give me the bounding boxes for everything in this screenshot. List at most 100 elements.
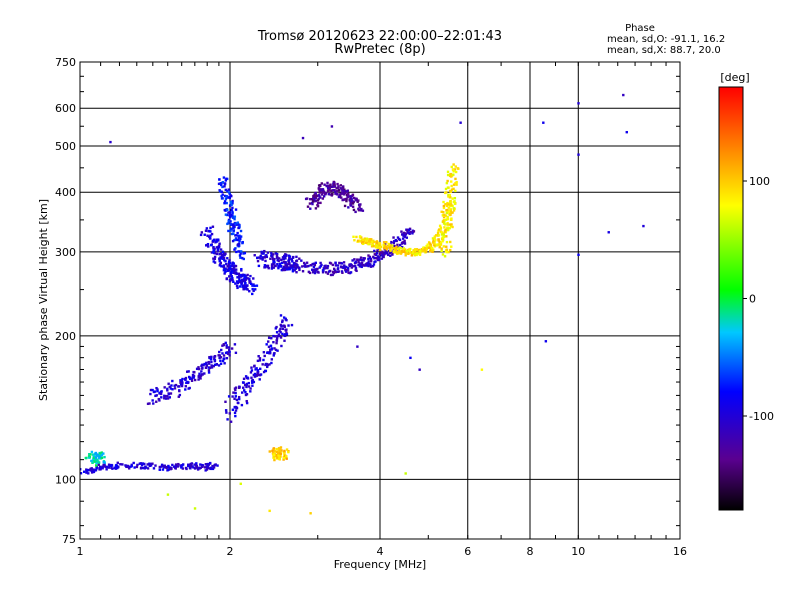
data-point: [205, 227, 209, 230]
data-point: [430, 246, 434, 250]
data-point: [289, 265, 292, 268]
data-point: [258, 373, 261, 377]
data-point: [259, 373, 263, 376]
data-point: [157, 397, 160, 401]
data-point: [398, 243, 402, 247]
data-point: [320, 193, 324, 196]
data-point: [231, 223, 234, 226]
data-point: [136, 463, 139, 467]
data-point: [207, 366, 210, 369]
data-point: [141, 462, 145, 465]
data-point: [234, 388, 237, 392]
data-point: [444, 187, 448, 191]
data-point: [188, 463, 191, 467]
data-point: [88, 456, 91, 459]
data-point: [270, 336, 273, 340]
data-point: [219, 356, 223, 359]
data-point: [269, 257, 272, 260]
data-point: [361, 242, 365, 246]
data-point: [263, 249, 266, 253]
data-point: [334, 192, 337, 195]
data-point: [193, 371, 196, 374]
y-tick-label: 200: [55, 330, 76, 343]
data-point: [273, 450, 277, 453]
data-point: [396, 247, 400, 251]
data-point: [234, 409, 238, 412]
data-point: [403, 233, 406, 237]
data-point: [275, 254, 279, 257]
data-point: [200, 370, 203, 373]
data-point: [262, 252, 265, 255]
data-point: [200, 367, 204, 370]
data-point: [163, 397, 166, 400]
data-point: [229, 215, 232, 219]
data-point: [360, 258, 363, 262]
data-point: [148, 402, 151, 405]
data-point: [325, 271, 328, 274]
data-point: [268, 350, 272, 354]
data-point: [222, 266, 226, 269]
data-point: [259, 257, 262, 260]
data-point: [293, 266, 296, 269]
data-point: [403, 239, 406, 243]
data-point: [450, 180, 453, 183]
data-point: [271, 255, 274, 259]
data-point: [323, 267, 326, 270]
data-point: [167, 382, 170, 385]
data-point: [313, 269, 316, 272]
data-point: [439, 243, 443, 246]
data-point: [163, 464, 166, 467]
data-point: [243, 251, 247, 255]
data-point: [295, 265, 299, 269]
data-point: [282, 257, 285, 261]
data-point: [262, 358, 265, 362]
data-point: [377, 256, 381, 259]
data-point: [154, 394, 157, 398]
data-point: [208, 355, 211, 359]
data-point: [146, 402, 150, 406]
data-point: [160, 465, 163, 468]
data-point: [441, 253, 445, 256]
data-point: [438, 246, 441, 249]
data-point: [218, 259, 221, 263]
data-point: [316, 203, 319, 207]
data-point: [90, 469, 94, 473]
data-point: [116, 466, 119, 470]
data-point: [232, 280, 235, 283]
data-point: [403, 242, 407, 245]
data-point: [94, 452, 97, 455]
data-point: [103, 455, 106, 459]
data-point: [231, 264, 234, 268]
data-point: [270, 265, 274, 268]
data-point: [446, 173, 450, 177]
data-point: [201, 373, 204, 376]
data-point: [342, 189, 346, 193]
data-point: [272, 340, 275, 344]
data-point: [316, 270, 319, 274]
data-point: [94, 468, 98, 472]
data-point: [354, 210, 357, 214]
data-point: [165, 466, 168, 470]
data-point: [298, 268, 301, 272]
data-point: [91, 453, 95, 456]
data-point: [449, 205, 452, 208]
data-point: [425, 247, 429, 251]
data-point: [381, 250, 384, 254]
data-point: [454, 189, 457, 193]
data-point: [231, 201, 234, 204]
data-point: [314, 261, 317, 265]
data-point: [298, 266, 301, 269]
data-point: [241, 241, 244, 245]
data-point: [316, 267, 319, 271]
data-point: [455, 181, 458, 184]
data-point: [189, 463, 193, 466]
data-point: [224, 209, 227, 212]
data-point: [365, 239, 368, 243]
data-point: [379, 245, 383, 249]
data-point: [290, 258, 293, 261]
data-point: [213, 255, 217, 259]
data-point: [281, 320, 284, 324]
data-point: [347, 271, 350, 275]
data-point: [368, 256, 372, 260]
data-point: [242, 386, 245, 389]
